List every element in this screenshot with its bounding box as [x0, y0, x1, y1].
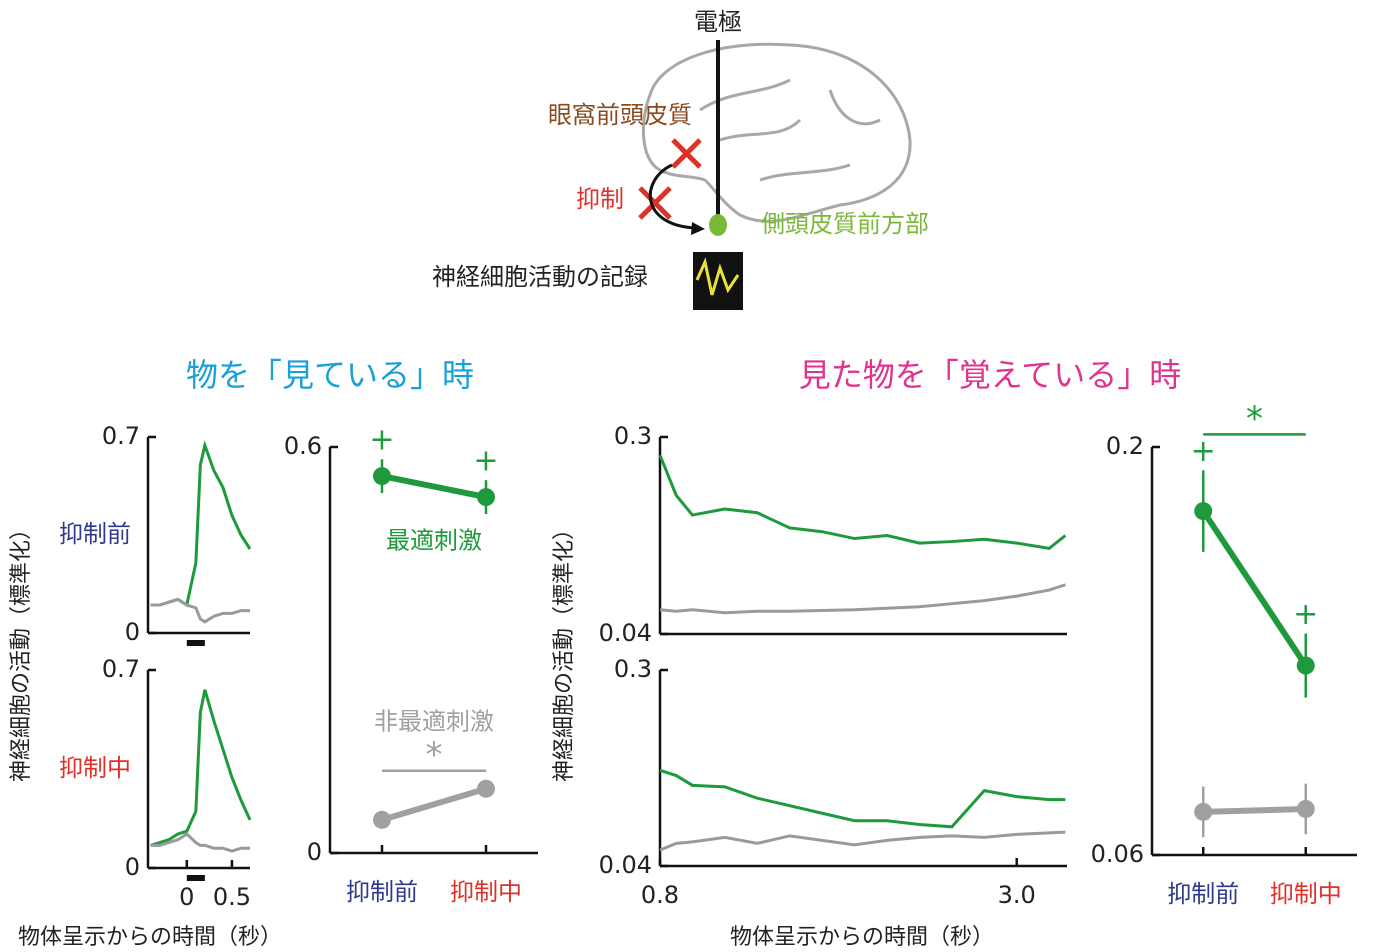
x-tick-label: 0.5: [213, 883, 251, 911]
y-tick-label: 0.04: [599, 851, 652, 879]
section-title: 物を「見ている」時: [186, 356, 474, 394]
waveform: [695, 257, 740, 296]
point-label: +: [369, 423, 394, 458]
arrow: [648, 163, 696, 230]
y-tick-label: 0.7: [102, 655, 140, 683]
x-tick-label: 0.8: [641, 881, 679, 909]
y-tick-label: 0.2: [1106, 432, 1144, 460]
inhibition-label: 抑制: [576, 185, 624, 213]
y-axis-label: 神経細胞の活動（標準化）: [552, 518, 577, 782]
point: [1296, 799, 1315, 818]
connector: [381, 473, 487, 501]
series-line: [659, 583, 1066, 615]
y-tick-label: 0.3: [614, 422, 652, 450]
y-tick-label: 0: [125, 853, 140, 881]
series-line: [150, 440, 252, 608]
y-tick-label: 0: [125, 618, 140, 646]
stimulus-bar: [186, 640, 205, 646]
y-tick-label: 0.3: [614, 655, 652, 683]
x-tick-label: 0: [179, 883, 194, 911]
stimulus-bar: [186, 875, 205, 881]
section-title: 見た物を「覚えている」時: [799, 356, 1181, 394]
ate-label: 側頭皮質前方部: [761, 210, 929, 238]
x-axis-label: 物体呈示からの時間（秒）: [730, 925, 994, 950]
point: [1194, 502, 1213, 521]
connector: [1203, 805, 1306, 815]
y-tick-label: 0.04: [599, 619, 652, 647]
series-label: 最適刺激: [386, 527, 482, 555]
y-tick-label: 0.7: [102, 422, 140, 450]
point: [477, 779, 495, 798]
arrow-head: [691, 222, 705, 235]
series-line: [150, 689, 252, 847]
series-line: [659, 830, 1066, 852]
ofc-label: 眼窩前頭皮質: [548, 101, 692, 129]
y-tick-label: 0.06: [1091, 840, 1144, 868]
point-label: +: [1191, 434, 1216, 469]
electrode-label: 電極: [694, 8, 742, 36]
x-tick-label: 抑制中: [450, 878, 522, 906]
y-tick-label: 0.6: [284, 432, 322, 460]
brain-diagram: [641, 42, 912, 223]
x-tick-label: 抑制前: [346, 878, 418, 906]
x-axis-label: 物体呈示からの時間（秒）: [18, 925, 282, 950]
recording-label: 神経細胞活動の記録: [432, 263, 648, 291]
series-label: 非最適刺激: [374, 707, 494, 735]
x-tick-label: 3.0: [998, 881, 1036, 909]
significance-mark: *: [426, 735, 443, 775]
series-line: [150, 832, 250, 853]
row-label: 抑制中: [59, 754, 131, 782]
point-label: +: [473, 444, 498, 479]
connector: [381, 785, 487, 823]
series-line: [150, 597, 250, 624]
series-line: [658, 454, 1067, 550]
connector: [1200, 509, 1309, 668]
series-line: [659, 768, 1066, 829]
row-label: 抑制前: [59, 520, 131, 548]
point: [477, 488, 495, 507]
inhibition-marks: [638, 138, 702, 220]
point: [1194, 802, 1213, 821]
x-tick-label: 抑制中: [1270, 880, 1342, 908]
recording-site: [709, 214, 727, 236]
point: [373, 467, 391, 486]
point-label: +: [1293, 597, 1318, 632]
y-axis-label: 神経細胞の活動（標準化）: [9, 518, 34, 782]
x-tick-label: 抑制前: [1167, 880, 1239, 908]
point: [373, 810, 391, 829]
point: [1296, 656, 1315, 675]
significance-mark: *: [1246, 399, 1263, 439]
y-tick-label: 0: [307, 838, 322, 866]
